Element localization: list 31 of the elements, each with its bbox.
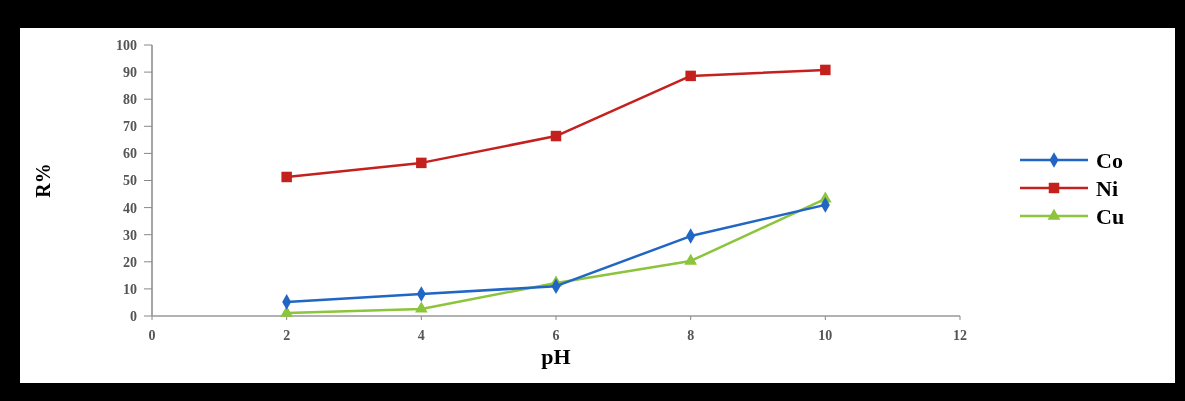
y-tick-label: 80 <box>123 92 137 108</box>
point <box>416 157 427 169</box>
point <box>685 70 696 82</box>
point <box>414 301 428 313</box>
x-axis-title: pH <box>541 344 571 369</box>
x-tick-label: 6 <box>552 328 560 343</box>
legend-label: Ni <box>1096 175 1118 201</box>
point <box>684 253 698 265</box>
point <box>281 171 292 183</box>
y-tick-label: 90 <box>123 65 137 80</box>
y-tick-label: 10 <box>123 281 137 297</box>
y-tick-label: 50 <box>123 173 137 189</box>
point <box>280 305 294 317</box>
y-tick-label: 60 <box>123 146 137 162</box>
x-tick-label: 8 <box>687 328 695 343</box>
x-tick-label: 10 <box>818 328 833 343</box>
x-tick-label: 2 <box>283 328 291 343</box>
y-axis-title: R% <box>32 163 54 198</box>
point <box>550 130 562 142</box>
y-tick-label: 0 <box>130 308 137 324</box>
x-tick-label: 12 <box>953 328 967 343</box>
y-tick-label: 20 <box>123 254 137 270</box>
legend-label: Cu <box>1096 203 1125 229</box>
y-tick-label: 30 <box>123 227 137 243</box>
x-tick-label: 4 <box>417 328 425 343</box>
x-tick-label: 0 <box>148 328 156 343</box>
y-tick-label: 100 <box>116 37 137 53</box>
y-tick-label: 70 <box>123 119 137 135</box>
point <box>820 64 831 76</box>
legend-label: Co <box>1096 147 1123 173</box>
y-tick-label: 40 <box>123 200 137 216</box>
